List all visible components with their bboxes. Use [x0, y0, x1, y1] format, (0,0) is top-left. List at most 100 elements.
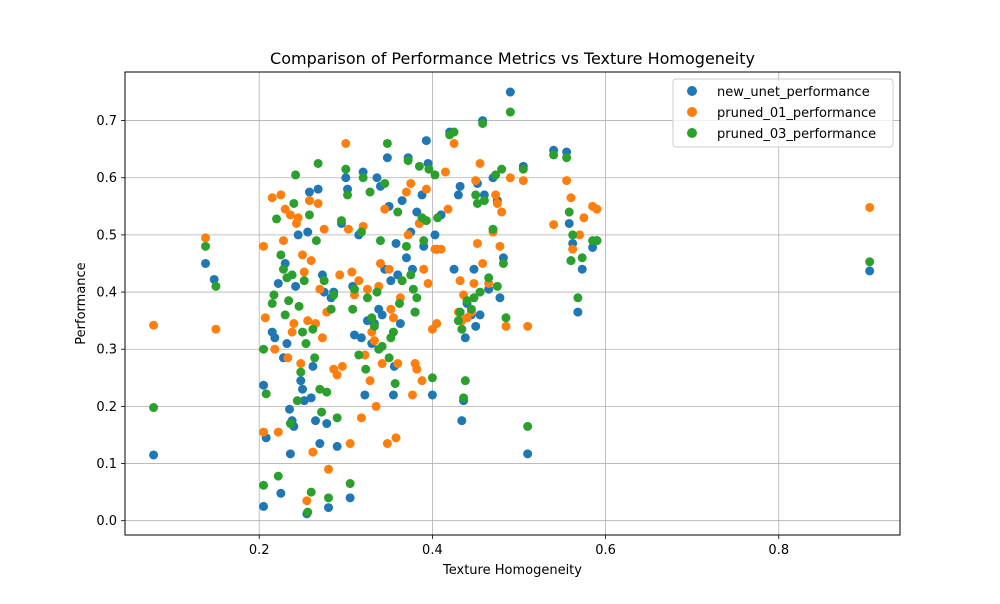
data-point	[443, 204, 453, 214]
data-point	[365, 187, 375, 197]
data-point	[562, 176, 572, 186]
data-point	[292, 396, 302, 406]
data-point	[296, 367, 306, 377]
data-point	[421, 216, 431, 226]
data-point	[549, 150, 559, 160]
data-point	[306, 393, 316, 403]
data-points	[149, 87, 875, 519]
data-point	[343, 190, 353, 200]
x-tick-label: 0.2	[249, 543, 270, 558]
data-point	[259, 380, 269, 390]
data-point	[562, 153, 572, 163]
data-point	[382, 153, 392, 163]
data-point	[380, 178, 390, 188]
data-point	[495, 241, 505, 251]
data-point	[362, 293, 372, 303]
data-point	[287, 270, 297, 280]
data-point	[564, 218, 574, 228]
data-point	[341, 138, 351, 148]
data-point	[469, 264, 479, 274]
data-point	[285, 449, 295, 459]
data-point	[322, 387, 332, 397]
data-point	[349, 284, 359, 294]
data-point	[388, 313, 398, 323]
data-point	[304, 187, 314, 197]
data-point	[577, 264, 587, 274]
y-axis-ticks: 0.0 0.1 0.2 0.3 0.4 0.5 0.6 0.7	[96, 114, 125, 529]
data-point	[388, 390, 398, 400]
data-point	[267, 193, 277, 203]
series-pruned_03_performance	[149, 107, 875, 517]
data-point	[449, 264, 459, 274]
data-point	[412, 293, 422, 303]
data-point	[457, 324, 467, 334]
data-point	[149, 450, 159, 460]
data-point	[469, 293, 479, 303]
data-point	[291, 281, 301, 291]
data-point	[427, 390, 437, 400]
data-point	[273, 278, 283, 288]
data-point	[301, 339, 311, 349]
data-point	[430, 170, 440, 180]
data-point	[341, 173, 351, 183]
data-point	[403, 230, 413, 240]
data-point	[369, 336, 379, 346]
data-point	[372, 287, 382, 297]
data-point	[299, 396, 309, 406]
data-point	[495, 293, 505, 303]
data-point	[592, 236, 602, 246]
data-point	[377, 310, 387, 320]
y-tick-label: 0.2	[96, 400, 117, 415]
data-point	[337, 361, 347, 371]
data-point	[149, 320, 159, 330]
data-point	[280, 310, 290, 320]
data-point	[291, 170, 301, 180]
x-tick-label: 0.8	[768, 543, 789, 558]
data-point	[478, 258, 488, 268]
data-point	[294, 301, 304, 311]
data-point	[432, 319, 442, 329]
data-point	[430, 230, 440, 240]
data-point	[440, 167, 450, 177]
data-point	[276, 250, 286, 260]
data-point	[472, 238, 482, 248]
data-point	[356, 333, 366, 343]
data-point	[386, 304, 396, 314]
data-point	[362, 284, 372, 294]
data-point	[289, 319, 299, 329]
data-point	[397, 196, 407, 206]
data-point	[308, 324, 318, 334]
data-point	[298, 327, 308, 337]
data-point	[457, 416, 467, 426]
data-point	[573, 307, 583, 317]
y-tick-label: 0.0	[96, 514, 117, 529]
data-point	[377, 359, 387, 369]
data-point	[306, 256, 316, 266]
data-point	[149, 403, 159, 413]
data-point	[315, 439, 325, 449]
data-point	[588, 242, 598, 252]
data-point	[354, 350, 364, 360]
data-point	[261, 389, 271, 399]
data-point	[865, 257, 875, 267]
data-point	[259, 501, 269, 511]
chart-title: Comparison of Performance Metrics vs Tex…	[270, 49, 755, 68]
data-point	[336, 216, 346, 226]
data-point	[459, 393, 469, 403]
data-point	[298, 384, 308, 394]
data-point	[579, 213, 589, 223]
data-point	[341, 164, 351, 174]
data-point	[311, 416, 321, 426]
data-point	[455, 276, 465, 286]
data-point	[406, 178, 416, 188]
data-point	[285, 419, 295, 429]
data-point	[391, 238, 401, 248]
data-point	[518, 164, 528, 174]
y-axis-label: Performance	[74, 262, 89, 344]
data-point	[397, 276, 407, 286]
data-point	[310, 353, 320, 363]
legend-box	[672, 78, 894, 148]
x-tick-label: 0.6	[595, 543, 616, 558]
data-point	[304, 210, 314, 220]
